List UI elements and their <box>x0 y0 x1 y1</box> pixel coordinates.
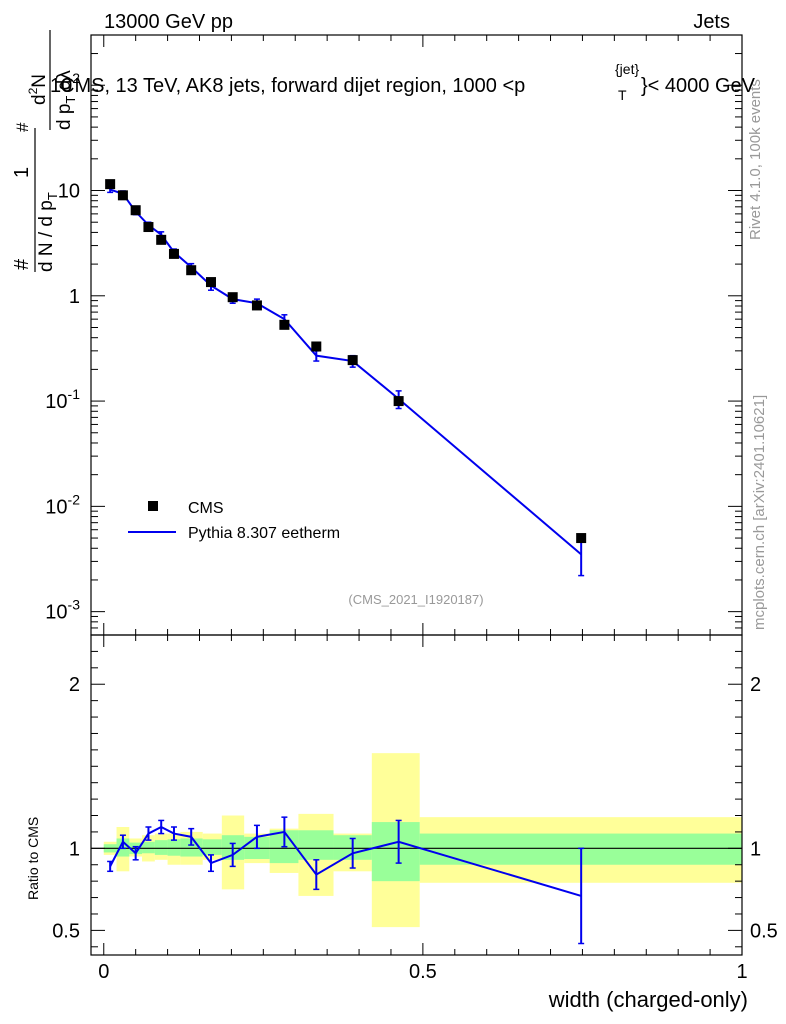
svg-text:1: 1 <box>11 167 33 178</box>
ratio-y-tick-label: 0.5 <box>52 920 80 942</box>
data-point <box>279 319 290 330</box>
ratio-y-tick-label: 2 <box>69 674 80 696</box>
rivet-label: Rivet 4.1.0, 100k events <box>747 79 764 240</box>
mcplots-label: mcplots.cern.ch [arXiv:2401.10621] <box>751 395 768 630</box>
ratio-y-tick-label-right: 1 <box>750 838 761 860</box>
ratio-green-band <box>167 839 181 856</box>
legend-marker-cms <box>148 501 158 511</box>
ratio-y-tick-label: 1 <box>69 838 80 860</box>
data-point <box>105 179 116 190</box>
chart-title: CMS, 13 TeV, AK8 jets, forward dijet reg… <box>60 61 756 103</box>
y-tick-label: 10-2 <box>45 491 80 518</box>
y-tick-label: 10-3 <box>45 597 80 624</box>
ratio-green-band <box>180 838 203 857</box>
y-tick-label: 10-1 <box>45 386 80 413</box>
legend-label-mc: Pythia 8.307 eetherm <box>188 525 340 542</box>
data-point <box>311 341 322 352</box>
ratio-y-tick-label-right: 2 <box>750 674 761 696</box>
ratio-green-band <box>142 841 155 854</box>
energy-label: 13000 GeV pp <box>104 11 233 33</box>
svg-text:#: # <box>11 258 33 270</box>
ratio-green-band <box>202 839 222 855</box>
svg-text:d N / d pT: d N / d pT <box>36 192 60 272</box>
legend-label-cms: CMS <box>188 500 224 517</box>
data-point <box>347 355 358 366</box>
data-point <box>186 265 197 276</box>
y-tick-label: 102 <box>50 70 80 97</box>
analysis-tag: (CMS_2021_I1920187) <box>348 592 483 607</box>
data-point <box>251 300 262 311</box>
ratio-green-band <box>371 822 420 882</box>
data-point <box>130 205 141 216</box>
svg-text:}< 4000 GeV: }< 4000 GeV <box>641 75 756 97</box>
main-y-axis-label: # 1 d N / d pT # d2N d pT dλ <box>11 30 78 272</box>
main-frame <box>90 34 743 636</box>
x-tick-label: 0 <box>98 961 109 983</box>
ratio-green-band <box>298 830 334 860</box>
ratio-y-tick-label-right: 0.5 <box>750 920 778 942</box>
x-axis-label: width (charged-only) <box>548 987 748 1012</box>
data-point <box>205 277 216 288</box>
svg-text:CMS, 13 TeV, AK8 jets, forward: CMS, 13 TeV, AK8 jets, forward dijet reg… <box>60 75 525 97</box>
x-tick-label: 0.5 <box>409 961 437 983</box>
svg-text:T: T <box>618 87 627 103</box>
data-point <box>393 396 404 407</box>
data-point <box>117 190 128 201</box>
svg-text:#: # <box>13 122 32 132</box>
ratio-line <box>109 825 582 897</box>
x-tick-label: 1 <box>736 961 747 983</box>
y-tick-label: 1 <box>69 286 80 308</box>
data-point <box>576 533 587 544</box>
mc-line <box>109 188 582 556</box>
category-label: Jets <box>693 11 730 33</box>
data-point <box>168 248 179 259</box>
data-point <box>227 292 238 303</box>
ratio-y-label: Ratio to CMS <box>25 817 41 900</box>
svg-text:{jet}: {jet} <box>615 61 639 77</box>
ratio-frame <box>90 634 743 956</box>
svg-text:d2N: d2N <box>26 74 50 105</box>
data-point <box>143 222 154 233</box>
data-point <box>156 234 167 245</box>
y-tick-label: 10 <box>58 181 80 203</box>
ratio-green-band <box>154 840 168 855</box>
